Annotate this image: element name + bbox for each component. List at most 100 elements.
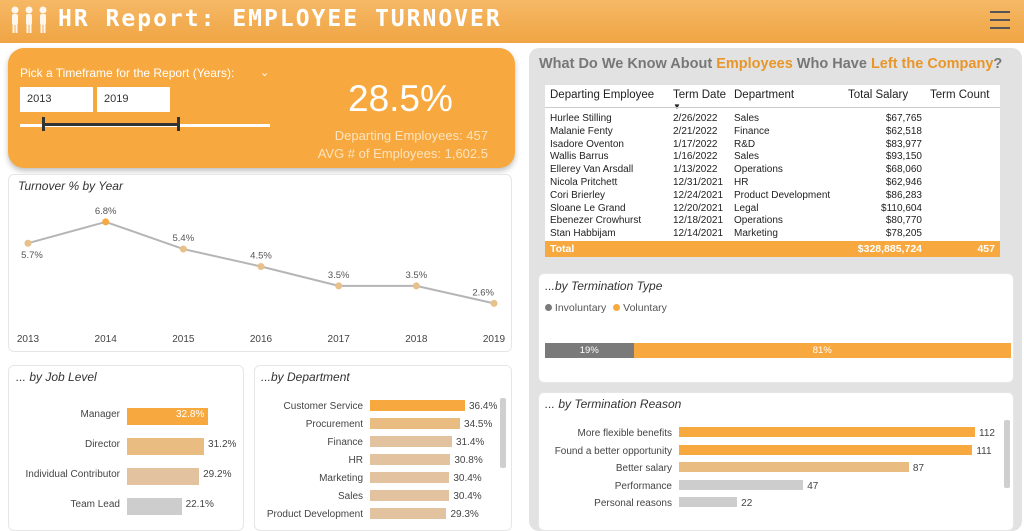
legend-involuntary: Involuntary <box>554 302 607 314</box>
table-cell: Ellerey Van Arsdall <box>550 164 634 176</box>
total-count: 457 <box>977 243 995 255</box>
departing-employees: Departing Employees: 457 <box>334 128 488 143</box>
departing-table: Departing Employee Term Date ▼ Departmen… <box>545 85 1000 257</box>
table-row[interactable]: Cori Brierley 12/24/2021 Product Developme… <box>545 190 1000 203</box>
turnover-data-label: 3.5% <box>328 270 350 281</box>
avg-employees: AVG # of Employees: 1,602.5 <box>317 146 488 161</box>
table-cell: $86,283 <box>885 189 922 201</box>
table-row[interactable]: Isadore Oventon 1/17/2022 R&D $83,977 <box>545 139 1000 152</box>
department-bar[interactable] <box>370 490 450 501</box>
question-title: What Do We Know About Employees Who Have… <box>539 56 1002 72</box>
turnover-data-label: 3.5% <box>406 270 428 281</box>
table-row[interactable]: Ebenezer Crowhurst 12/18/2021 Operations $8… <box>545 215 1000 228</box>
sort-desc-icon[interactable]: ▼ <box>673 102 681 111</box>
table-cell: Finance <box>734 125 770 137</box>
col-term-count[interactable]: Term Count <box>930 89 990 101</box>
job-level-bar[interactable] <box>127 438 205 455</box>
turnover-kpi: 28.5% <box>348 78 453 119</box>
hamburger-icon[interactable] <box>990 11 1010 29</box>
col-departing-employee[interactable]: Departing Employee <box>550 89 655 101</box>
legend-dot-voluntary <box>613 304 621 311</box>
timeframe-card: Pick a Timeframe for the Report (Years):… <box>8 48 515 168</box>
table-row[interactable]: Nicola Pritchett 12/31/2021 HR $62,946 <box>545 177 1000 190</box>
table-row[interactable]: Stan Habbijam 12/14/2021 Marketing $78,205 <box>545 228 1000 241</box>
department-bar[interactable] <box>370 454 451 465</box>
turnover-data-label: 6.8% <box>95 206 117 217</box>
table-row[interactable]: Sloane Le Grand 12/20/2021 Legal $110,604 <box>545 203 1000 216</box>
department-bar[interactable] <box>370 418 461 429</box>
table-row[interactable]: Wallis Barrus 1/16/2022 Sales $93,150 <box>545 151 1000 164</box>
table-row[interactable]: Hurlee Stilling 2/26/2022 Sales $67,765 <box>545 113 1000 126</box>
table-cell: 1/16/2022 <box>673 151 718 163</box>
department-bar[interactable] <box>370 400 465 411</box>
question-part-1: What Do We Know About <box>539 56 717 72</box>
col-total-salary[interactable]: Total Salary <box>848 89 909 101</box>
year-chart-panel <box>8 174 512 352</box>
job-level-bar[interactable] <box>127 498 182 515</box>
col-department[interactable]: Department <box>734 89 795 101</box>
table-cell: 12/20/2021 <box>673 202 724 214</box>
legend-voluntary: Voluntary <box>623 302 667 314</box>
termination-type-segment[interactable]: 19% <box>545 343 634 358</box>
department-title: ...by Department <box>261 370 350 384</box>
department-bar[interactable] <box>370 508 447 519</box>
header-divider <box>0 40 1024 43</box>
chevron-down-icon[interactable]: ⌄ <box>260 67 270 79</box>
start-year-input[interactable]: 2013 <box>20 87 93 112</box>
department-bar[interactable] <box>370 472 450 483</box>
reason-scrollbar[interactable] <box>1004 420 1010 488</box>
table-cell: Legal <box>734 202 759 214</box>
end-year-input[interactable]: 2019 <box>97 87 170 112</box>
job-level-bar[interactable] <box>127 468 200 485</box>
year-line-chart: 5.7% 2013 6.8% 2014 5.4% 2015 4.5% 2016 3.5% 2017… <box>17 206 506 345</box>
job-level-value: 31.2% <box>208 439 237 450</box>
department-value: 31.4% <box>455 437 485 448</box>
job-level-bar[interactable] <box>127 408 208 425</box>
termination-type-segment[interactable]: 81% <box>633 343 1011 358</box>
department-panel <box>254 365 512 531</box>
table-cell: $62,518 <box>885 125 922 137</box>
department-scrollbar[interactable] <box>500 398 506 468</box>
slider-start-handle[interactable] <box>42 117 45 131</box>
reason-bar[interactable] <box>679 462 909 472</box>
question-part-4: Left the Company <box>870 56 994 72</box>
department-value: 30.4% <box>453 491 482 502</box>
reason-label: Better salary <box>615 463 672 474</box>
department-label: Product Development <box>266 509 363 520</box>
table-cell: $110,604 <box>881 202 922 214</box>
department-value: 29.3% <box>450 509 479 520</box>
turnover-point <box>490 299 498 307</box>
reason-bar[interactable] <box>679 497 738 507</box>
total-label: Total <box>550 243 575 255</box>
table-cell: $68,060 <box>885 164 922 176</box>
year-tick-label: 2019 <box>483 334 506 345</box>
job-level-label: Director <box>84 439 120 450</box>
turnover-data-label: 2.6% <box>472 287 494 298</box>
reason-bar[interactable] <box>679 479 804 490</box>
question-part-3: Who Have <box>792 56 871 72</box>
table-cell: Sales <box>734 151 760 163</box>
year-slider-range <box>43 123 179 126</box>
department-bar[interactable] <box>370 436 452 447</box>
table-cell: 12/18/2021 <box>673 215 724 227</box>
reason-value: 47 <box>807 480 819 492</box>
table-cell: 12/31/2021 <box>673 177 724 188</box>
year-tick-label: 2018 <box>405 334 428 345</box>
table-row[interactable]: Malanie Fenty 2/21/2022 Finance $62,518 <box>545 126 1000 139</box>
turnover-point <box>335 282 343 290</box>
reason-value: 112 <box>979 428 995 439</box>
people-icon <box>11 6 47 33</box>
table-cell: Product Development <box>734 189 831 201</box>
table-cell: 2/26/2022 <box>673 113 718 124</box>
department-label: Customer Service <box>283 401 363 412</box>
table-cell: Wallis Barrus <box>550 151 609 163</box>
table-row[interactable]: Ellerey Van Arsdall 1/13/2022 Operations $6… <box>545 164 1000 177</box>
job-level-title: ... by Job Level <box>16 370 97 384</box>
col-term-date[interactable]: Term Date <box>673 89 727 101</box>
slider-end-handle[interactable] <box>177 117 180 131</box>
table-cell: $80,770 <box>885 215 922 227</box>
reason-bar[interactable] <box>679 444 973 455</box>
reason-bar[interactable] <box>679 427 975 437</box>
table-cell: Operations <box>734 215 783 227</box>
turnover-point <box>179 245 187 253</box>
